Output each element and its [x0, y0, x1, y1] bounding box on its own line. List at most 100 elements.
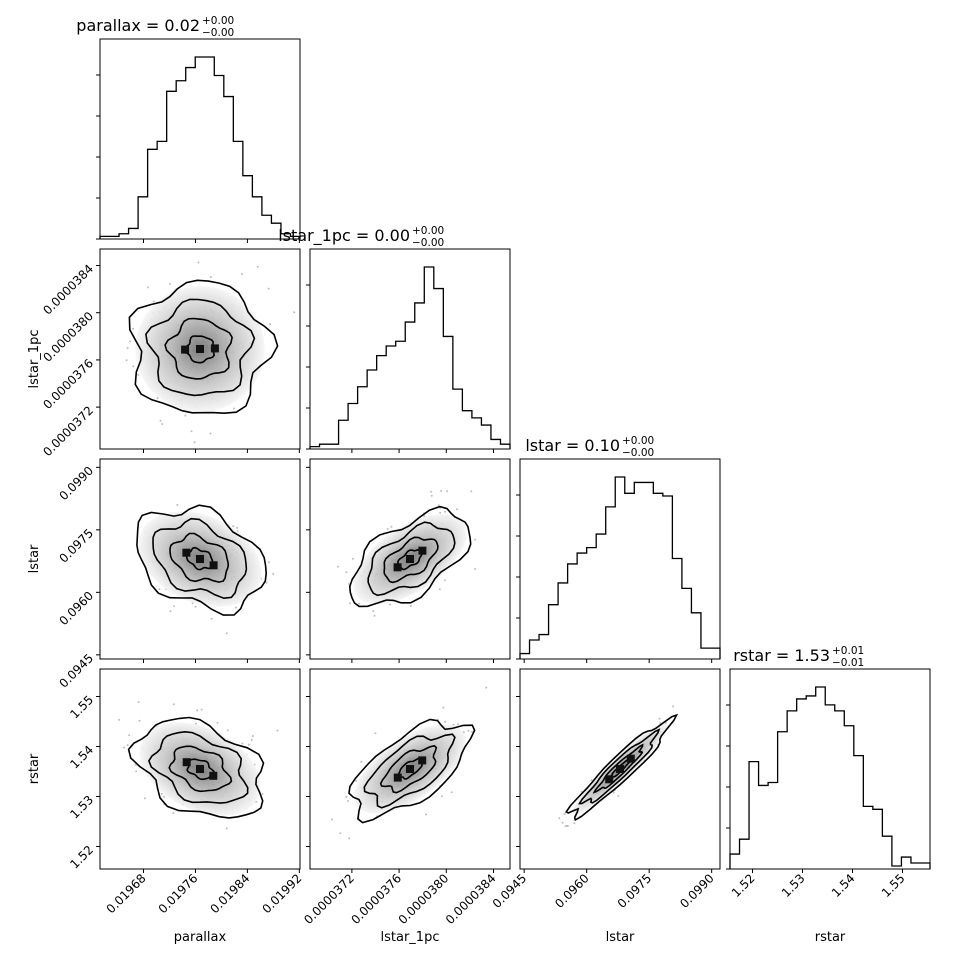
- density-core: [616, 765, 624, 773]
- sample-point: [261, 793, 264, 795]
- panel-frame: [309, 248, 511, 450]
- sample-point: [425, 813, 427, 816]
- sample-point: [444, 720, 447, 723]
- panel-lstar-vs-parallax: 0.0945 0.0960 0.0975 0.0990: [57, 458, 301, 691]
- sample-point: [345, 795, 348, 798]
- sample-point: [373, 614, 376, 617]
- xtick-label-parallax: 0.01968: [104, 871, 149, 916]
- sample-point: [467, 730, 470, 732]
- title-rstar-plus: +0.01: [832, 645, 864, 657]
- sample-point: [442, 706, 445, 709]
- contour-level-2: [145, 298, 256, 397]
- sample-point: [430, 494, 433, 497]
- contour-level-3: [168, 745, 233, 793]
- density-core: [418, 756, 427, 765]
- density-core: [209, 771, 218, 780]
- xlabel-lstar_1pc: lstar_1pc: [381, 930, 440, 945]
- sample-point: [169, 610, 172, 613]
- title-parallax-main: parallax = 0.02: [76, 16, 200, 35]
- sample-point: [132, 327, 135, 330]
- sample-point: [558, 817, 561, 820]
- sample-point: [345, 571, 348, 574]
- sample-point: [358, 602, 361, 605]
- sample-point: [430, 490, 433, 493]
- sample-point: [437, 504, 440, 507]
- sample-point: [444, 510, 447, 513]
- sample-point: [612, 791, 615, 794]
- sample-point: [438, 588, 441, 591]
- sample-point: [658, 717, 661, 720]
- sample-point: [256, 265, 259, 268]
- sample-point: [197, 261, 200, 264]
- title-lstar-minus: −0.00: [622, 447, 654, 459]
- sample-point: [143, 797, 146, 800]
- contour-level-2: [367, 521, 456, 597]
- sample-point: [152, 300, 155, 303]
- sample-point: [173, 605, 176, 608]
- sample-point: [236, 526, 238, 529]
- panel-frame: [519, 458, 721, 660]
- density-core: [181, 345, 190, 354]
- ytick-label-lstar_1pc: 0.0000384: [40, 262, 96, 318]
- sample-point: [443, 579, 446, 582]
- sample-point: [126, 347, 129, 350]
- contour-level-1: [348, 718, 476, 824]
- sample-point: [209, 276, 212, 279]
- sample-point: [474, 568, 477, 570]
- xtick-label-rstar: 1.52: [729, 871, 758, 900]
- ylabel-lstar_1pc: lstar_1pc: [27, 330, 42, 389]
- panels-layer: 0.00003720.00003760.00003800.00003840.09…: [40, 38, 931, 927]
- panel-frame: [99, 668, 301, 870]
- sample-point: [346, 800, 349, 802]
- panel-frame: [309, 668, 511, 870]
- xtick-label-rstar: 1.54: [829, 871, 858, 900]
- sample-point: [135, 770, 138, 773]
- ytick-label-rstar: 1.55: [67, 693, 96, 722]
- panel-frame: [519, 668, 721, 870]
- title-parallax: parallax = 0.02 +0.00 −0.00: [76, 15, 234, 39]
- xlabel-lstar: lstar: [606, 930, 635, 945]
- title-lstar_1pc-plus: +0.00: [412, 225, 444, 237]
- sample-point: [250, 739, 253, 741]
- xtick-label-rstar: 1.55: [879, 871, 908, 900]
- sample-point: [386, 528, 389, 530]
- sample-point: [225, 632, 228, 635]
- ytick-label-lstar: 0.0975: [57, 526, 97, 566]
- panel-lstar-vs-lstar: [516, 458, 721, 663]
- sample-point: [672, 705, 675, 708]
- panel-lstar_1pc-vs-lstar_1pc: [306, 248, 511, 453]
- contour-level-3: [383, 536, 439, 584]
- ytick-label-rstar: 1.53: [67, 793, 96, 822]
- sample-point: [126, 744, 129, 747]
- sample-point: [352, 557, 354, 560]
- panel-lstar-vs-lstar_1pc: [306, 458, 511, 663]
- sample-point: [339, 832, 342, 835]
- sample-point: [348, 837, 351, 840]
- sample-point: [267, 561, 270, 564]
- sample-point: [471, 730, 473, 733]
- contour-level-3: [169, 532, 230, 583]
- ylabel-rstar: rstar: [27, 753, 42, 784]
- sample-point: [330, 818, 333, 821]
- sample-point: [158, 588, 161, 591]
- title-rstar: rstar = 1.53 +0.01 −0.01: [733, 645, 864, 669]
- histogram-parallax: [99, 56, 301, 239]
- ytick-label-rstar: 1.54: [67, 743, 96, 772]
- sample-point: [590, 779, 593, 782]
- sample-point: [195, 722, 197, 725]
- sample-point: [456, 723, 459, 726]
- sample-point: [276, 729, 279, 732]
- title-lstar_1pc-minus: −0.00: [412, 237, 444, 249]
- title-lstar-main: lstar = 0.10: [525, 436, 620, 455]
- sample-point: [190, 430, 193, 433]
- panel-frame: [99, 458, 301, 660]
- sample-point: [123, 746, 126, 749]
- contour-level-2: [578, 728, 661, 805]
- sample-point: [118, 718, 121, 721]
- density-core: [196, 345, 204, 353]
- title-lstar_1pc: lstar_1pc = 0.00 +0.00 −0.00: [278, 225, 444, 249]
- sample-point: [272, 572, 275, 575]
- sample-point: [446, 490, 449, 493]
- sample-point: [247, 743, 250, 746]
- xlabel-parallax: parallax: [174, 930, 227, 945]
